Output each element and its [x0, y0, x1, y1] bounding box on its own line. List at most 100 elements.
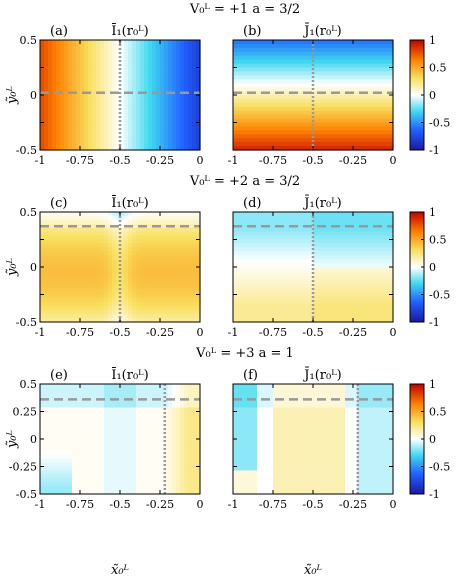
heatmap-cell: [148, 314, 153, 319]
heatmap-cell: [237, 63, 242, 69]
heatmap-cell: [148, 302, 153, 307]
heatmap-cell: [144, 106, 149, 112]
heatmap-cell: [152, 75, 157, 80]
heatmap-cell: [293, 55, 298, 61]
heatmap-cell: [180, 134, 185, 139]
heatmap-cell: [325, 259, 330, 264]
heatmap-cell: [341, 110, 346, 116]
heatmap-cell: [40, 391, 45, 397]
heatmap-cell: [233, 51, 238, 57]
heatmap-cell: [281, 270, 286, 276]
heatmap-cell: [116, 294, 121, 300]
heatmap-cell: [68, 219, 73, 225]
heatmap-cell: [92, 87, 97, 92]
heatmap-cell: [44, 399, 49, 405]
heatmap-cell: [385, 146, 390, 151]
heatmap-cell: [108, 231, 113, 237]
heatmap-cell: [196, 302, 201, 307]
heatmap-cell: [349, 215, 354, 221]
heatmap-cell: [325, 134, 330, 139]
heatmap-cell: [188, 314, 193, 319]
heatmap-cell: [56, 391, 61, 397]
heatmap-cell: [144, 259, 149, 264]
heatmap-cell: [361, 146, 366, 151]
heatmap-cell: [233, 267, 238, 272]
heatmap-cell: [277, 79, 282, 84]
heatmap-cell: [92, 91, 97, 96]
heatmap-cell: [285, 79, 290, 84]
heatmap-cell: [357, 98, 362, 104]
heatmap-cell: [389, 286, 394, 292]
heatmap-cell: [48, 482, 53, 487]
heatmap-cell: [148, 98, 153, 104]
heatmap-cell: [92, 223, 97, 229]
heatmap-cell: [100, 63, 105, 69]
heatmap-cell: [108, 282, 113, 288]
heatmap-cell: [100, 278, 105, 284]
heatmap-cell: [124, 87, 129, 92]
heatmap-cell: [60, 458, 65, 464]
heatmap-cell: [100, 267, 105, 272]
heatmap-cell: [285, 227, 290, 233]
heatmap-cell: [40, 458, 45, 464]
heatmap-cell: [148, 318, 153, 323]
heatmap-cell: [321, 126, 326, 131]
heatmap-cell: [44, 106, 49, 112]
heatmap-cell: [116, 290, 121, 296]
heatmap-cell: [369, 263, 374, 268]
heatmap-cell: [389, 63, 394, 69]
heatmap-cell: [192, 278, 197, 284]
heatmap-cell: [68, 486, 73, 491]
heatmap-cell: [261, 227, 266, 233]
heatmap-cell: [40, 47, 45, 53]
heatmap-cell: [68, 106, 73, 112]
heatmap-cell: [325, 270, 330, 276]
heatmap-cell: [40, 302, 45, 307]
heatmap-cell: [325, 215, 330, 221]
heatmap-cell: [241, 318, 246, 323]
heatmap-cell: [385, 59, 390, 65]
heatmap-cell: [313, 239, 318, 245]
heatmap-cell: [341, 51, 346, 57]
heatmap-cell: [152, 251, 157, 256]
heatmap-cell: [305, 95, 310, 100]
heatmap-cell: [281, 302, 286, 307]
heatmap-cell: [289, 267, 294, 272]
heatmap-cell: [144, 263, 149, 268]
heatmap-cell: [337, 219, 342, 225]
heatmap-cell: [168, 134, 173, 139]
heatmap-cell: [361, 87, 366, 92]
heatmap-cell: [277, 142, 282, 147]
heatmap-cell: [337, 235, 342, 241]
heatmap-cell: [245, 98, 250, 104]
heatmap-cell: [48, 98, 53, 104]
heatmap-cell: [257, 98, 262, 104]
heatmap-cell: [52, 286, 57, 292]
panel-label: (a): [50, 24, 68, 39]
heatmap-cell: [301, 114, 306, 120]
heatmap-cell: [377, 215, 382, 221]
heatmap-cell: [104, 130, 109, 135]
heatmap-cell: [305, 83, 310, 88]
heatmap-cell: [245, 47, 250, 53]
heatmap-cell: [144, 243, 149, 248]
heatmap-cell: [241, 298, 246, 303]
heatmap-cell: [160, 98, 165, 104]
heatmap-cell: [64, 431, 69, 436]
heatmap-cell: [88, 274, 93, 280]
heatmap-cell: [80, 146, 85, 151]
heatmap-cell: [389, 274, 394, 280]
heatmap-cell: [297, 75, 302, 80]
heatmap-cell: [88, 286, 93, 292]
heatmap-cell: [160, 146, 165, 151]
heatmap-cell: [172, 102, 177, 108]
heatmap-cell: [305, 126, 310, 131]
heatmap-cell: [329, 55, 334, 61]
heatmap-cell: [116, 63, 121, 69]
heatmap-cell: [293, 243, 298, 248]
heatmap-cell: [152, 138, 157, 143]
heatmap-cell: [44, 270, 49, 276]
heatmap-cell: [100, 79, 105, 84]
heatmap-cell: [76, 67, 81, 73]
heatmap-cell: [68, 384, 73, 389]
